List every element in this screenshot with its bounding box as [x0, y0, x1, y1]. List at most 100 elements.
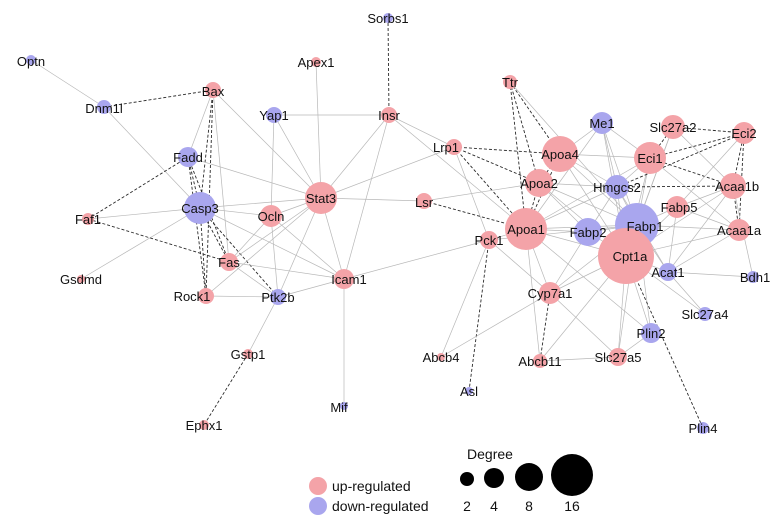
edge-stat3-fas: [228, 197, 322, 263]
edge-bax-fas: [212, 89, 230, 263]
node-gstp1: [243, 349, 253, 359]
node-label-slc27a4: Slc27a4: [682, 307, 729, 322]
legend: up-regulated down-regulated Degree 2 4 8…: [309, 446, 593, 515]
edge-eci1-acaa1a: [649, 157, 740, 231]
node-pck1: [480, 231, 498, 249]
edge-ocln-ptk2b: [270, 215, 279, 298]
edge-insr-apoa1: [388, 114, 527, 230]
edge-lrp1-apoa2: [453, 146, 540, 184]
node-label-acat1: Acat1: [651, 265, 684, 280]
node-ocln: [260, 205, 282, 227]
node-label-cyp7a1: Cyp7a1: [528, 286, 573, 301]
node-label-fabp1: Fabp1: [627, 219, 664, 234]
node-cyp7a1: [539, 282, 561, 304]
edge-apex1-stat3: [315, 61, 322, 199]
node-label-bax: Bax: [202, 84, 225, 99]
node-label-ttr: Ttr: [502, 75, 519, 90]
node-label-dnm1l: Dnm1l: [85, 101, 123, 116]
edge-gstp1-ephx1: [203, 353, 249, 426]
legend-up-label: up-regulated: [332, 478, 411, 494]
edge-rock1-ptk2b: [205, 295, 279, 298]
legend-degree-2-label: 2: [463, 498, 471, 514]
node-bax: [205, 82, 221, 98]
edge-icam1-pck1: [343, 239, 490, 280]
node-label-bdh1: Bdh1: [740, 270, 770, 285]
edge-optn-dnm1l: [30, 59, 105, 108]
node-label-sorbs1: Sorbs1: [367, 11, 408, 26]
legend-down-label: down-regulated: [332, 498, 429, 514]
node-label-gstp1: Gstp1: [231, 347, 266, 362]
node-label-eci2: Eci2: [731, 126, 756, 141]
node-insr: [381, 107, 397, 123]
edge-ptk2b-gstp1: [247, 296, 279, 355]
edge-apoa1-abcb11: [525, 228, 541, 362]
edge-eci2-fabp5: [676, 132, 745, 208]
node-acaa1b: [720, 173, 746, 199]
node-dnm1l: [97, 100, 111, 114]
node-stat3: [305, 182, 337, 214]
node-ptk2b: [270, 289, 286, 305]
node-label-fadd: Fadd: [173, 150, 203, 165]
node-label-plin4: Plin4: [689, 421, 718, 436]
legend-down-swatch: [309, 497, 327, 515]
edge-stat3-lsr: [320, 197, 425, 202]
edge-ocln-icam1: [270, 215, 345, 280]
nodes-layer: [26, 13, 759, 434]
edge-eci2-hmgcs2: [616, 132, 745, 188]
edge-yap1-ocln: [270, 114, 275, 217]
legend-degree-title: Degree: [467, 446, 513, 462]
edge-ttr-apoa1: [509, 81, 527, 230]
node-cpt1a: [598, 228, 654, 284]
edge-dnm1l-casp3: [103, 106, 201, 209]
node-lrp1: [446, 139, 462, 155]
labels-layer: Optn Dnm1l Bax Apex1 Sorbs1 Yap1 Insr Fadd Casp3…: [17, 11, 770, 436]
node-faf1: [82, 213, 94, 225]
edge-lsr-apoa2: [423, 182, 540, 202]
edge-apoa1-me1: [525, 122, 603, 230]
node-label-asl: Asl: [460, 384, 478, 399]
node-label-me1: Me1: [589, 116, 614, 131]
edge-insr-stat3: [320, 114, 390, 199]
node-label-hmgcs2: Hmgcs2: [593, 180, 641, 195]
node-eci1: [634, 142, 666, 174]
edge-cpt1a-plin4: [625, 255, 704, 429]
edge-stat3-ptk2b: [277, 197, 322, 298]
edge-hmgcs2-acaa1b: [616, 185, 734, 188]
node-label-pck1: Pck1: [475, 233, 504, 248]
node-fadd: [178, 147, 198, 167]
node-apoa4: [542, 136, 578, 172]
node-rock1: [198, 288, 214, 304]
edge-fadd-rock1: [187, 156, 207, 297]
node-label-ephx1: Ephx1: [186, 418, 223, 433]
node-sorbs1: [383, 13, 393, 23]
node-label-ocln: Ocln: [258, 209, 285, 224]
edge-bax-stat3: [212, 89, 322, 199]
node-gsdmd: [77, 275, 85, 283]
edge-fadd-casp3: [187, 156, 201, 209]
edge-fabp5-acaa1a: [676, 206, 740, 231]
legend-up-swatch: [309, 477, 327, 495]
edge-fadd-faf1: [87, 156, 189, 220]
legend-degree-16-circle: [551, 454, 593, 496]
edge-casp3-icam1: [199, 207, 345, 280]
node-plin4: [697, 422, 709, 434]
edge-fadd-stat3: [187, 156, 322, 199]
node-icam1: [334, 269, 354, 289]
node-abcb11: [533, 354, 547, 368]
node-label-abcb4: Abcb4: [423, 350, 460, 365]
node-acaa1a: [728, 219, 750, 241]
node-hmgcs2: [605, 175, 629, 199]
edge-casp3-gsdmd: [80, 207, 201, 280]
edge-sorbs1-insr: [387, 17, 390, 116]
node-label-apoa4: Apoa4: [541, 147, 579, 162]
node-label-lrp1: Lrp1: [433, 140, 459, 155]
node-slc27a2: [661, 115, 685, 139]
node-casp3: [184, 192, 216, 224]
edge-ptk2b-icam1: [277, 278, 345, 298]
edge-eci1-eci2: [649, 132, 745, 159]
edge-bax-rock1: [205, 89, 214, 297]
edge-acaa1a-acat1: [667, 229, 740, 273]
edge-casp3-stat3: [199, 197, 322, 209]
edge-eci1-acaa1b: [649, 157, 734, 187]
node-fabp2: [574, 218, 602, 246]
